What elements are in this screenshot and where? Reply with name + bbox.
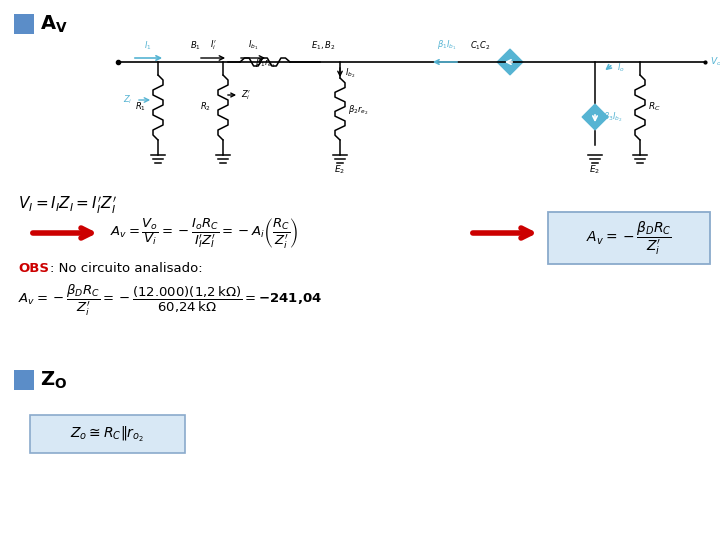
Text: $A_v = -\dfrac{\beta_D R_C}{Z^{\prime}_i}$: $A_v = -\dfrac{\beta_D R_C}{Z^{\prime}_i… xyxy=(586,219,672,257)
Text: $V_o$: $V_o$ xyxy=(710,56,720,68)
Text: : No circuito analisado:: : No circuito analisado: xyxy=(50,261,202,274)
Text: $I_o$: $I_o$ xyxy=(617,62,625,74)
Text: $I_{b_1}$: $I_{b_1}$ xyxy=(248,38,258,52)
Text: OBS: OBS xyxy=(18,261,49,274)
Text: $Z_i$: $Z_i$ xyxy=(123,94,133,106)
Text: $R_1$: $R_1$ xyxy=(135,101,146,113)
Text: $\beta_1 I_{b_1}$: $\beta_1 I_{b_1}$ xyxy=(437,38,457,52)
Text: $B_1$: $B_1$ xyxy=(189,39,200,52)
Text: $\mathbf{A_V}$: $\mathbf{A_V}$ xyxy=(40,14,68,35)
Text: $\mathbf{Z_O}$: $\mathbf{Z_O}$ xyxy=(40,369,67,390)
Text: $E_1, B_2$: $E_1, B_2$ xyxy=(311,39,336,52)
Polygon shape xyxy=(497,49,523,75)
Text: $E_2$: $E_2$ xyxy=(590,163,600,176)
Bar xyxy=(14,370,34,390)
Text: $V_I = I_I Z_I = I_I^{\prime} Z_I^{\prime}$: $V_I = I_I Z_I = I_I^{\prime} Z_I^{\prim… xyxy=(18,194,117,215)
Text: $A_v = -\dfrac{\beta_D R_C}{Z^{\prime}_i} = -\dfrac{(12.000)(1{,}2\,\mathrm{k\Om: $A_v = -\dfrac{\beta_D R_C}{Z^{\prime}_i… xyxy=(18,282,322,318)
Text: $R_C$: $R_C$ xyxy=(648,101,661,113)
Text: $I_i'$: $I_i'$ xyxy=(210,38,216,52)
Text: $\beta_1 r_{e_1}$: $\beta_1 r_{e_1}$ xyxy=(255,57,275,70)
Text: $E_2$: $E_2$ xyxy=(335,163,346,176)
Text: $I_{b_2}$: $I_{b_2}$ xyxy=(345,66,356,80)
Text: $Z_i'$: $Z_i'$ xyxy=(241,88,251,102)
Bar xyxy=(30,415,185,453)
Text: $I_1$: $I_1$ xyxy=(144,39,152,52)
Text: $A_v = \dfrac{V_o}{V_i} = -\dfrac{I_o R_C}{I^{\prime}_I Z^{\prime}_I} = -A_i\lef: $A_v = \dfrac{V_o}{V_i} = -\dfrac{I_o R_… xyxy=(110,216,299,250)
Text: $R_2$: $R_2$ xyxy=(200,101,211,113)
Text: $Z_o \cong R_C \| r_{o_2}$: $Z_o \cong R_C \| r_{o_2}$ xyxy=(71,424,145,443)
Bar xyxy=(548,212,710,264)
Polygon shape xyxy=(582,104,608,130)
Text: $\beta_2 r_{e_2}$: $\beta_2 r_{e_2}$ xyxy=(348,103,369,117)
Text: $C_1C_2$: $C_1C_2$ xyxy=(469,39,490,52)
Bar xyxy=(14,14,34,34)
Text: $\beta_3 I_{b_2}$: $\beta_3 I_{b_2}$ xyxy=(603,110,623,124)
